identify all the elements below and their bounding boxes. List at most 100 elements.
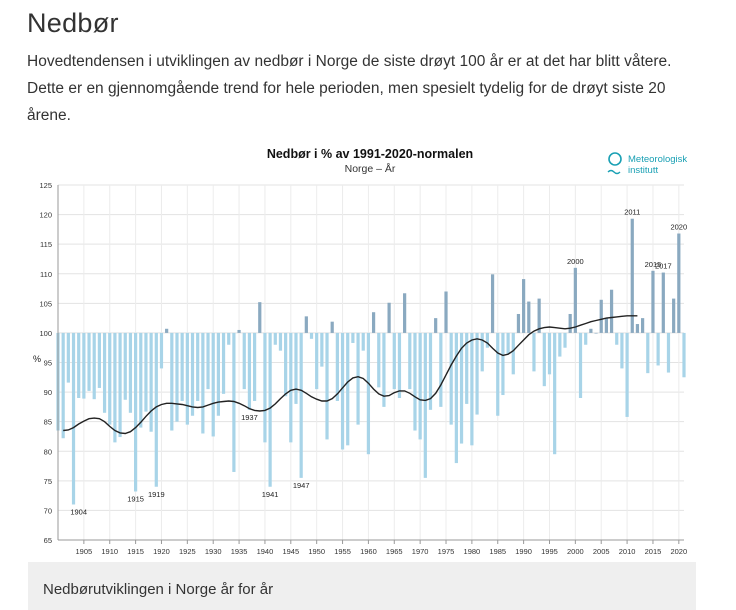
bar [656, 332, 660, 366]
bar [454, 332, 458, 464]
bar [366, 332, 371, 455]
data-label: 2011 [624, 208, 640, 217]
chart-title: Nedbør i % av 1991-2020-normalen [267, 147, 473, 161]
bar [578, 332, 583, 398]
bar [604, 318, 609, 333]
bar [672, 298, 676, 333]
x-tick-label: 1935 [231, 547, 248, 556]
intro-paragraph: Hovedtendensen i utviklingen av nedbør i… [27, 53, 672, 124]
bar [465, 332, 469, 404]
axes: 65 70 75 80 85 90 95 100 105 110 115 120 125 1905 1910… [39, 181, 687, 556]
bar [392, 332, 396, 390]
met-logo[interactable]: Meteorologisk institutt [607, 152, 687, 176]
bar [258, 302, 262, 333]
bar [511, 332, 515, 375]
data-label: 2015 [645, 260, 662, 269]
bar [227, 332, 231, 345]
bar [102, 332, 107, 413]
bar [423, 332, 427, 478]
data-label: 1941 [262, 490, 279, 499]
bar [522, 279, 526, 333]
page-title: Nedbør [27, 8, 119, 38]
logo-line2: institutt [628, 165, 658, 176]
y-tick-label: 70 [44, 506, 52, 515]
bar [371, 312, 376, 333]
y-tick-label: 85 [44, 418, 52, 427]
data-label: 1937 [241, 413, 258, 422]
bar [542, 332, 546, 387]
bar [237, 329, 241, 333]
bar [475, 332, 479, 415]
bar [92, 332, 96, 400]
bar [568, 313, 572, 333]
bar [175, 332, 179, 422]
bar [123, 332, 127, 400]
caption-bar[interactable]: Nedbørutviklingen i Norge år for år [28, 562, 696, 610]
bar [247, 332, 252, 410]
bar [589, 328, 593, 333]
bar [335, 332, 339, 401]
bar [666, 332, 671, 373]
bar [377, 332, 381, 388]
x-tick-label: 1930 [205, 547, 222, 556]
bar [646, 332, 650, 374]
logo-wave-icon [607, 169, 621, 175]
bar [351, 332, 355, 343]
bar [584, 332, 588, 345]
x-tick-label: 1925 [179, 547, 196, 556]
x-tick-label: 1910 [101, 547, 118, 556]
bar [480, 332, 484, 372]
bar [71, 332, 76, 505]
bar [149, 332, 153, 432]
bar [221, 332, 226, 394]
bar [252, 332, 257, 401]
x-tick-label: 1995 [541, 547, 558, 556]
bar [154, 332, 158, 487]
bar [325, 332, 329, 440]
bar [320, 332, 324, 367]
bar [216, 332, 220, 416]
bar [516, 313, 521, 333]
bar [547, 332, 552, 375]
bar [108, 332, 112, 425]
bar [268, 332, 272, 487]
bar [61, 332, 65, 439]
caption-text: Nedbørutviklingen i Norge år for år [43, 581, 274, 598]
bar [118, 332, 122, 438]
bar [87, 332, 91, 391]
bar [232, 332, 236, 472]
x-tick-label: 1920 [153, 547, 170, 556]
bar [159, 332, 164, 369]
bar [309, 332, 314, 339]
y-tick-label: 95 [44, 359, 52, 368]
bar [470, 332, 474, 446]
bar [128, 332, 133, 413]
bar [273, 332, 277, 345]
bar [113, 332, 117, 443]
bar [397, 332, 402, 398]
x-tick-label: 2000 [567, 547, 584, 556]
x-tick-label: 1985 [489, 547, 506, 556]
bar [165, 328, 169, 333]
bar [382, 332, 386, 407]
bar [196, 332, 200, 401]
bar [682, 332, 686, 378]
bar [651, 270, 655, 333]
x-tick-label: 1945 [282, 547, 299, 556]
precipitation-chart: Nedbør i % av 1991-2020-normalen Norge –… [33, 147, 687, 556]
x-tick-label: 1960 [360, 547, 377, 556]
data-label: 1915 [127, 494, 144, 503]
x-tick-label: 1965 [386, 547, 403, 556]
bar [573, 267, 577, 333]
bar [444, 291, 448, 333]
bar [284, 332, 288, 397]
y-tick-label: 125 [39, 181, 52, 190]
bar [439, 332, 443, 407]
bar [408, 332, 412, 390]
bar [459, 332, 464, 444]
x-tick-label: 1970 [412, 547, 429, 556]
bar [82, 332, 86, 399]
bar [201, 332, 205, 434]
bar [620, 332, 624, 369]
bar [144, 332, 148, 412]
